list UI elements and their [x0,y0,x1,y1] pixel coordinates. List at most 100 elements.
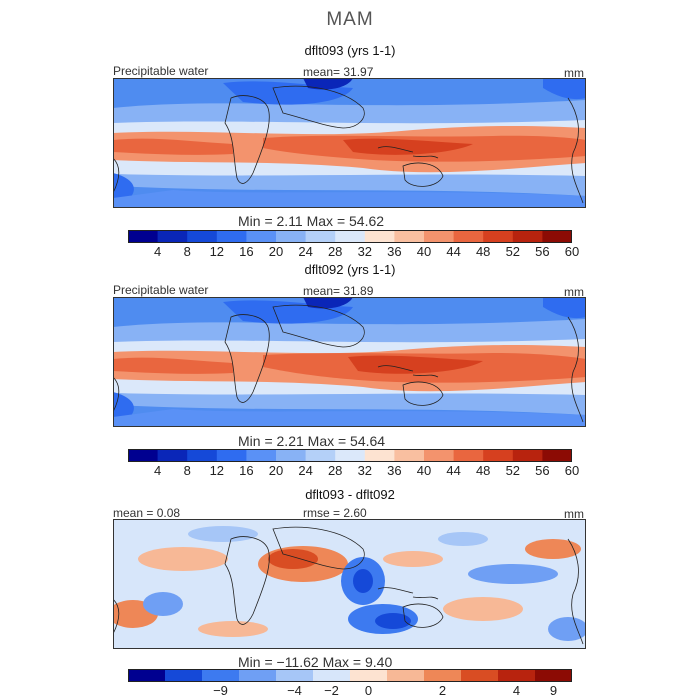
colorbar-tick-label: 12 [209,463,225,478]
panel-3-anomaly-blobs [113,526,586,641]
colorbar-swatch [276,230,307,243]
colorbar-swatch [305,230,336,243]
panel-2-dry-tibet [303,297,353,309]
colorbar-tick-label: 8 [183,244,191,259]
panel-2-dry-south [113,409,586,427]
panel-2-units-label: mm [564,285,584,299]
colorbar-swatch [542,449,572,462]
panel-2-coast-indonesia [377,365,439,378]
colorbar-tick-label: 16 [239,244,254,259]
panel-2-coast-asia [272,304,365,348]
colorbar-swatch [128,449,159,462]
panel-2-mean-label: mean= 31.89 [303,284,374,298]
panel-2-coast-australia [402,381,444,406]
colorbar-swatch [276,669,314,682]
colorbar-tick-label: 36 [387,463,402,478]
colorbar-swatch [246,230,277,243]
panel-1-map-frame [113,78,586,208]
colorbar-swatch [364,449,395,462]
panel-1-dry-south [113,190,586,208]
colorbar-swatch [453,449,484,462]
colorbar-swatch [216,449,247,462]
colorbar-tick-label: 2 [438,683,447,698]
panel-2-colorbar-frame [128,449,572,462]
panel-3-coast-africa [224,536,270,625]
colorbar-tick-label: 56 [535,463,550,478]
panel-3-coast-australia [402,603,444,628]
colorbar-tick-label: 44 [446,244,461,259]
colorbar-tick-label: 4 [153,463,162,478]
panel-3-colorbar-frame [128,669,572,682]
colorbar-tick-label: 28 [327,244,343,259]
panel-1-coast-americas [113,97,584,204]
panel-1-units-label: mm [564,66,584,80]
colorbar-swatch [276,449,307,462]
panel-3-anomaly-neg [375,613,411,629]
colorbar-tick-label: 16 [239,463,254,478]
colorbar-tick-label: 44 [446,463,461,478]
panel-1-variable-label: Precipitable water [113,64,209,78]
colorbar-swatch [239,669,277,682]
colorbar-tick-label: 48 [475,244,491,259]
colorbar-tick-label: 8 [183,463,191,478]
colorbar-tick-label: 32 [357,463,373,478]
panel-1-colorbar-swatches [128,230,572,243]
panel-3-colorbar-labels: −9 −4 −2 0 2 4 9 [128,683,572,699]
panel-3-anomaly-pos [443,597,523,621]
panel-2-coast-africa [224,314,270,403]
colorbar-tick-label: 56 [535,244,550,259]
panel-2-warm-pool [348,355,483,374]
colorbar-tick-label: 12 [209,244,225,259]
panel-2-atlantic-itcz [113,357,233,374]
panel-2-coast-americas [113,316,584,423]
panel-1-dry-tibet [303,78,353,90]
colorbar-swatch [512,230,543,243]
colorbar-swatch [394,230,425,243]
colorbar-tick-label: 0 [364,683,373,698]
colorbar-swatch [157,230,188,243]
colorbar-tick-label: −4 [287,683,302,698]
colorbar-swatch [424,669,462,682]
colorbar-swatch [483,449,514,462]
colorbar-tick-label: 24 [298,463,313,478]
panel-2-colorbar-swatches [128,449,572,462]
panel-2-variable-label: Precipitable water [113,283,209,297]
colorbar-swatch [187,230,218,243]
panel-1-coast-australia [402,162,444,187]
colorbar-swatch [313,669,351,682]
colorbar-tick-label: −9 [213,683,228,698]
season-title: MAM [326,9,374,30]
colorbar-tick-label: 40 [416,244,432,259]
colorbar-tick-label: 60 [564,463,580,478]
colorbar-tick-label: 48 [475,463,491,478]
colorbar-swatch [364,230,395,243]
colorbar-swatch [128,230,159,243]
colorbar-swatch [187,449,218,462]
panel-3-anomaly-neg [188,526,258,542]
panel-3-anomaly-pos [268,549,318,569]
panel-3-anomaly-neg [468,564,558,584]
colorbar-swatch [453,230,484,243]
panel-2-map-frame [113,297,586,427]
colorbar-swatch [542,230,572,243]
colorbar-swatch [498,669,536,682]
colorbar-swatch [350,669,388,682]
colorbar-swatch [535,669,572,682]
panel-1-map [113,78,586,208]
colorbar-swatch [483,230,514,243]
panel-3-map [113,519,586,649]
colorbar-tick-label: 9 [549,683,558,698]
panel-1-colorbar-frame [128,230,572,243]
colorbar-swatch [512,449,543,462]
panel-3-anomaly-neg [548,617,586,641]
panel-1-minmax: Min = 2.11 Max = 54.62 [238,213,385,229]
colorbar-tick-label: 40 [416,463,432,478]
panel-2-colorbar-labels: 4 8 12 16 20 24 28 32 36 40 44 48 52 56 60 [128,463,579,479]
panel-3-anomaly-pos [198,621,268,637]
colorbar-swatch [335,449,366,462]
colorbar-tick-label: 60 [564,244,580,259]
colorbar-tick-label: 20 [268,463,284,478]
colorbar-swatch [461,669,499,682]
panel-3-title: dflt093 - dflt092 [305,487,395,502]
colorbar-tick-label: 52 [505,463,521,478]
